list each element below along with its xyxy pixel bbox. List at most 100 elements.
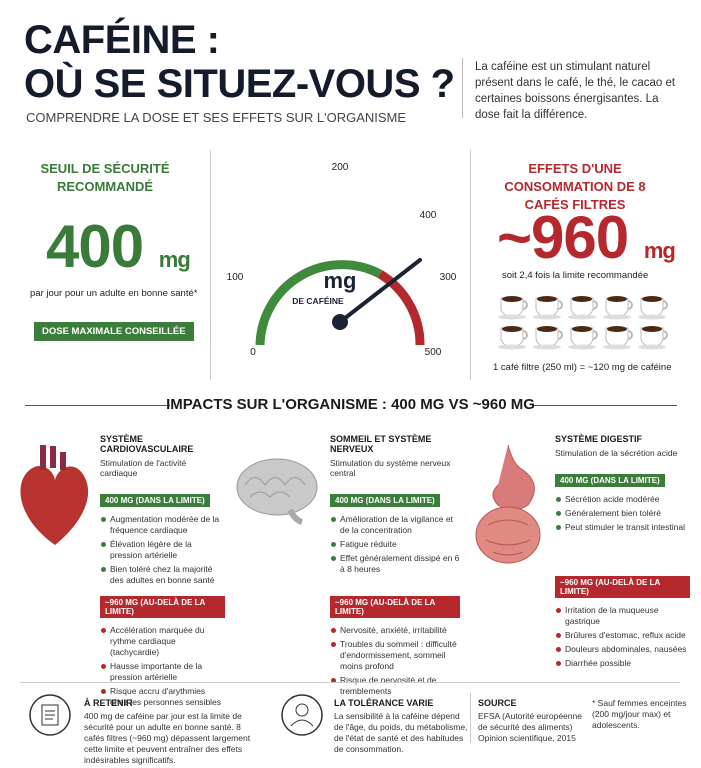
rule [532,405,677,406]
coffee-cup [567,325,598,351]
high-item: Brûlures d'estomac, reflux acide [555,630,690,641]
high-label: ~960 MG (AU-DELÀ DE LA LIMITE) [100,596,225,618]
low-list: Amélioration de la vigilance et de la co… [330,514,460,596]
rule [25,405,170,406]
low-list: Augmentation modérée de la fréquence car… [100,514,225,596]
impact-column: SYSTÈME CARDIOVASCULAIRE Stimulation de l… [100,434,225,711]
gauge-label: 300 [440,272,457,283]
clipboard-icon [29,694,71,736]
low-item: Augmentation modérée de la fréquence car… [100,514,225,536]
low-item: Amélioration de la vigilance et de la co… [330,514,460,536]
low-item: Fatigue réduite [330,539,460,550]
heart-icon [20,445,89,545]
high-item: Douleurs abdominales, nausées [555,644,690,655]
tolerance-text: La sensibilité à la caféine dépend de l'… [334,711,468,754]
retain-title: À RETENIR [84,698,133,708]
high-list: Accélération marquée du rythme cardiaque… [100,625,225,708]
high-list: Irritation de la muqueuse gastrique Brûlu… [555,605,690,669]
effects-title: EFFETS D'UNE CONSOMMATION DE 8 CAFÉS FIL… [504,161,646,212]
footnote: * Sauf femmes enceintes (200 mg/jour max… [592,698,687,730]
divider [210,150,211,380]
coffee-cup [497,325,528,351]
low-item: Effet généralement dissipé en 6 à 8 heur… [330,553,460,575]
high-item: Risque de nervosité et de tremblements [330,675,460,697]
unit: mg [158,247,191,272]
column-title: SYSTÈME DIGESTIF [555,434,643,444]
high-list: Nervosité, anxiété, irritabilité Troubles… [330,625,460,697]
source-text: EFSA (Autorité européenne de sécurité de… [478,711,582,743]
gauge-label: 100 [227,272,244,283]
column-subtitle: Stimulation du système nerveux central [330,458,451,478]
column-title: SYSTÈME CARDIOVASCULAIRE [100,434,194,454]
gauge-caption: DE CAFÉINE [292,296,344,306]
impact-column: SYSTÈME DIGESTIF Stimulation de la sécrét… [555,434,690,672]
high-label: ~960 MG (AU-DELÀ DE LA LIMITE) [555,576,690,598]
gauge-red [377,270,425,346]
tolerance-title: LA TOLÉRANCE VARIE [334,698,434,708]
amount: 400 [46,213,144,280]
coffee-cup [602,325,633,351]
digestive-icon [475,444,541,564]
coffee-cups [497,295,668,351]
gauge-label: 400 [420,210,437,221]
coffee-cup [637,295,668,321]
needle [338,258,422,324]
low-item: Élévation légère de la pression artériel… [100,539,225,561]
high-item: Irritation de la muqueuse gastrique [555,605,690,627]
coffee-cup [602,295,633,321]
amount: ~960 [497,204,629,271]
high-item: Troubles du sommeil : difficulté d'endor… [330,639,460,672]
gauge-unit: mg [324,268,357,293]
low-item: Généralement bien toléré [555,508,690,519]
gauge: 0 100 200 400 300 500 mg DE CAFÉINE [227,162,457,358]
coffee-cup [567,295,598,321]
coffee-cup [637,325,668,351]
unit: mg [643,238,676,263]
title-line: OÙ SE SITUEZ-VOUS ? [24,62,455,106]
retain-text: 400 mg de caféine par jour est la limite… [84,711,251,765]
column-title: SOMMEIL ET SYSTÈME NERVEUX [330,434,432,454]
gauge-label: 0 [250,347,256,358]
divider [470,693,471,743]
high-item: Accélération marquée du rythme cardiaque… [100,625,225,658]
divider [470,150,471,380]
column-subtitle: Stimulation de l'activité cardiaque [100,458,187,478]
safety-note: par jour pour un adulte en bonne santé* [30,288,198,299]
rule [20,682,680,683]
effects-note: 1 café filtre (250 ml) = ~120 mg de café… [493,362,672,373]
low-item: Bien toléré chez la majorité des adultes… [100,564,225,586]
gauge-green [255,260,383,346]
safety-badge: DOSE MAXIMALE CONSEILLÉE [34,322,194,341]
impacts-title: IMPACTS SUR L'ORGANISME : 400 MG VS ~960… [166,396,535,413]
low-item: Peut stimuler le transit intestinal [555,522,690,533]
high-item: Risque accru d'arythmies chez les person… [100,686,225,708]
high-item: Diarrhée possible [555,658,690,669]
coffee-cup [532,295,563,321]
brain-icon [236,458,318,525]
needle-hub [332,314,348,330]
source-title: SOURCE [478,698,517,708]
column-subtitle: Stimulation de la sécrétion acide [555,448,678,458]
high-item: Nervosité, anxiété, irritabilité [330,625,460,636]
effects-amount: ~960 mg [497,203,676,272]
coffee-cup [497,295,528,321]
high-item: Hausse importante de la pression artérie… [100,661,225,683]
coffee-cup [532,325,563,351]
safety-amount: 400 mg [46,212,191,281]
safety-title: SEUIL DE SÉCURITÉ RECOMMANDÉ [40,161,170,194]
divider [462,58,463,118]
title: CAFÉINE : OÙ SE SITUEZ-VOUS ? [24,18,455,106]
low-list: Sécrétion acide modérée Généralement bien… [555,494,690,576]
person-icon [281,694,323,736]
intro: La caféine est un stimulant naturel prés… [475,61,676,121]
effects-ratio: soit 2,4 fois la limite recommandée [502,270,649,281]
title-line: CAFÉINE : [24,18,220,62]
low-label: 400 MG (DANS LA LIMITE) [330,494,440,507]
high-label: ~960 MG (AU-DELÀ DE LA LIMITE) [330,596,460,618]
gauge-label: 200 [332,162,349,173]
gauge-label: 500 [425,347,442,358]
subtitle: COMPRENDRE LA DOSE ET SES EFFETS SUR L'O… [26,110,407,125]
low-label: 400 MG (DANS LA LIMITE) [100,494,210,507]
impact-column: SOMMEIL ET SYSTÈME NERVEUX Stimulation du… [330,434,460,700]
